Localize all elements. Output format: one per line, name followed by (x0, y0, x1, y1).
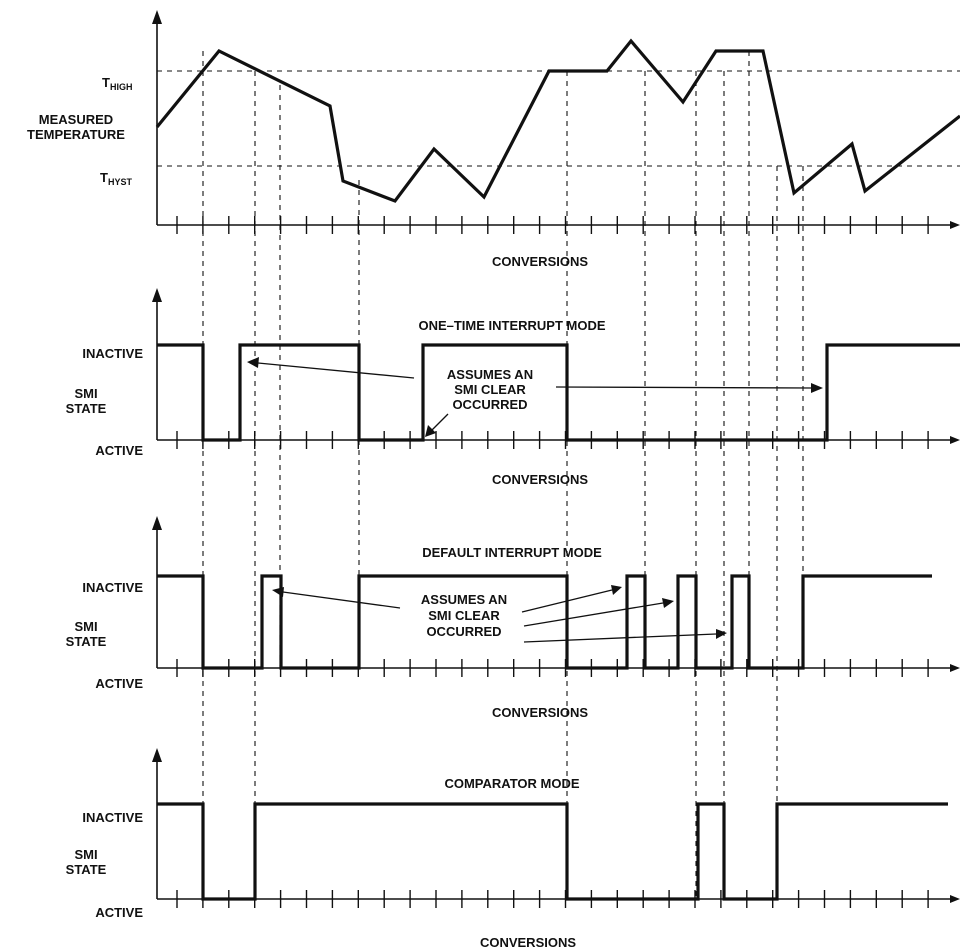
comparator-smi-state-trace (157, 802, 948, 901)
temperature-panel: THIGH THYST MEASURED TEMPERATURE CONVERS… (27, 10, 960, 269)
one-time-annotation-line-1: ASSUMES AN (447, 367, 533, 382)
one-time-annotation-arrowhead-left (247, 357, 259, 368)
default-x-axis-arrow (950, 664, 960, 672)
one-time-annotation-arrowhead-down (425, 425, 436, 437)
one-time-active-label: ACTIVE (95, 443, 143, 458)
default-annotation-arrowhead-1 (611, 585, 622, 595)
default-y-axis-arrow (152, 516, 162, 530)
one-time-inactive-label: INACTIVE (82, 346, 143, 361)
temperature-x-axis-label: CONVERSIONS (492, 254, 588, 269)
default-inactive-label: INACTIVE (82, 580, 143, 595)
one-time-ylabel-line-1: SMI (74, 386, 97, 401)
default-annotation-arrow-2 (523, 602, 664, 627)
comparator-panel-title: COMPARATOR MODE (444, 776, 579, 791)
default-annotation-arrowhead-3 (716, 629, 727, 639)
measured-temperature-trace (155, 38, 960, 203)
one-time-interrupt-panel: ONE–TIME INTERRUPT MODE INACTIVE SMI STA… (66, 288, 960, 487)
one-time-annotation-line-2: SMI CLEAR (454, 382, 526, 397)
default-annotation-line-3: OCCURRED (426, 624, 501, 639)
default-annotation-line-2: SMI CLEAR (428, 608, 500, 623)
comparator-inactive-label: INACTIVE (82, 810, 143, 825)
one-time-ylabel-line-2: STATE (66, 401, 107, 416)
temperature-ylabel-line-1: MEASURED (39, 112, 113, 127)
t-hyst-label: THYST (100, 170, 132, 187)
comparator-ylabel-line-1: SMI (74, 847, 97, 862)
default-active-label: ACTIVE (95, 676, 143, 691)
default-smi-state-trace (157, 574, 932, 670)
comparator-ylabel-line-2: STATE (66, 862, 107, 877)
default-ylabel-line-1: SMI (74, 619, 97, 634)
temperature-ylabel-line-2: TEMPERATURE (27, 127, 125, 142)
default-annotation-line-1: ASSUMES AN (421, 592, 507, 607)
comparator-x-axis-arrow (950, 895, 960, 903)
temperature-axis-ticks (176, 216, 929, 234)
t-high-label: THIGH (102, 75, 132, 92)
temperature-x-axis-arrow (950, 221, 960, 229)
comparator-x-axis-label: CONVERSIONS (480, 935, 576, 950)
event-guide-lines (202, 51, 804, 899)
one-time-annotation-line-3: OCCURRED (452, 397, 527, 412)
one-time-annotation-arrowhead-right (811, 383, 823, 393)
one-time-annotation-arrow-left (257, 362, 415, 379)
one-time-panel-title: ONE–TIME INTERRUPT MODE (418, 318, 605, 333)
one-time-x-axis-label: CONVERSIONS (492, 472, 588, 487)
one-time-annotation-arrow-right (555, 386, 813, 389)
temperature-y-axis-arrow (152, 10, 162, 24)
one-time-annotation-arrow-down (430, 413, 449, 432)
default-x-axis-label: CONVERSIONS (492, 705, 588, 720)
comparator-active-label: ACTIVE (95, 905, 143, 920)
comparator-panel: COMPARATOR MODE INACTIVE SMI STATE ACTIV… (66, 748, 960, 950)
one-time-x-axis-arrow (950, 436, 960, 444)
one-time-y-axis-arrow (152, 288, 162, 302)
default-annotation-arrowhead-left (272, 587, 284, 597)
default-annotation-arrow-left (282, 591, 401, 609)
default-ylabel-line-2: STATE (66, 634, 107, 649)
comparator-y-axis-arrow (152, 748, 162, 762)
default-annotation-arrow-3 (523, 633, 717, 643)
default-interrupt-panel: DEFAULT INTERRUPT MODE INACTIVE SMI STAT… (66, 516, 960, 720)
one-time-smi-state-trace (157, 343, 960, 442)
default-annotation-arrowhead-2 (662, 598, 674, 608)
default-panel-title: DEFAULT INTERRUPT MODE (422, 545, 602, 560)
